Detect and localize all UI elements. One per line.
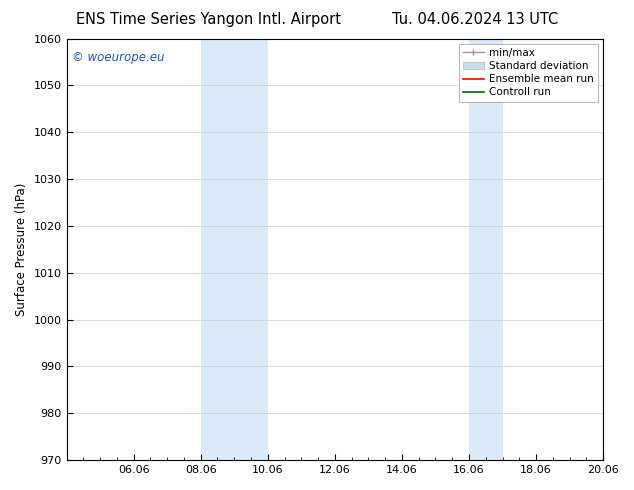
Text: © woeurope.eu: © woeurope.eu	[72, 51, 164, 64]
Text: ENS Time Series Yangon Intl. Airport: ENS Time Series Yangon Intl. Airport	[76, 12, 341, 27]
Bar	[201, 39, 268, 460]
Legend: min/max, Standard deviation, Ensemble mean run, Controll run: min/max, Standard deviation, Ensemble me…	[459, 44, 598, 101]
Bar	[469, 39, 503, 460]
Text: Tu. 04.06.2024 13 UTC: Tu. 04.06.2024 13 UTC	[392, 12, 558, 27]
Y-axis label: Surface Pressure (hPa): Surface Pressure (hPa)	[15, 183, 28, 316]
